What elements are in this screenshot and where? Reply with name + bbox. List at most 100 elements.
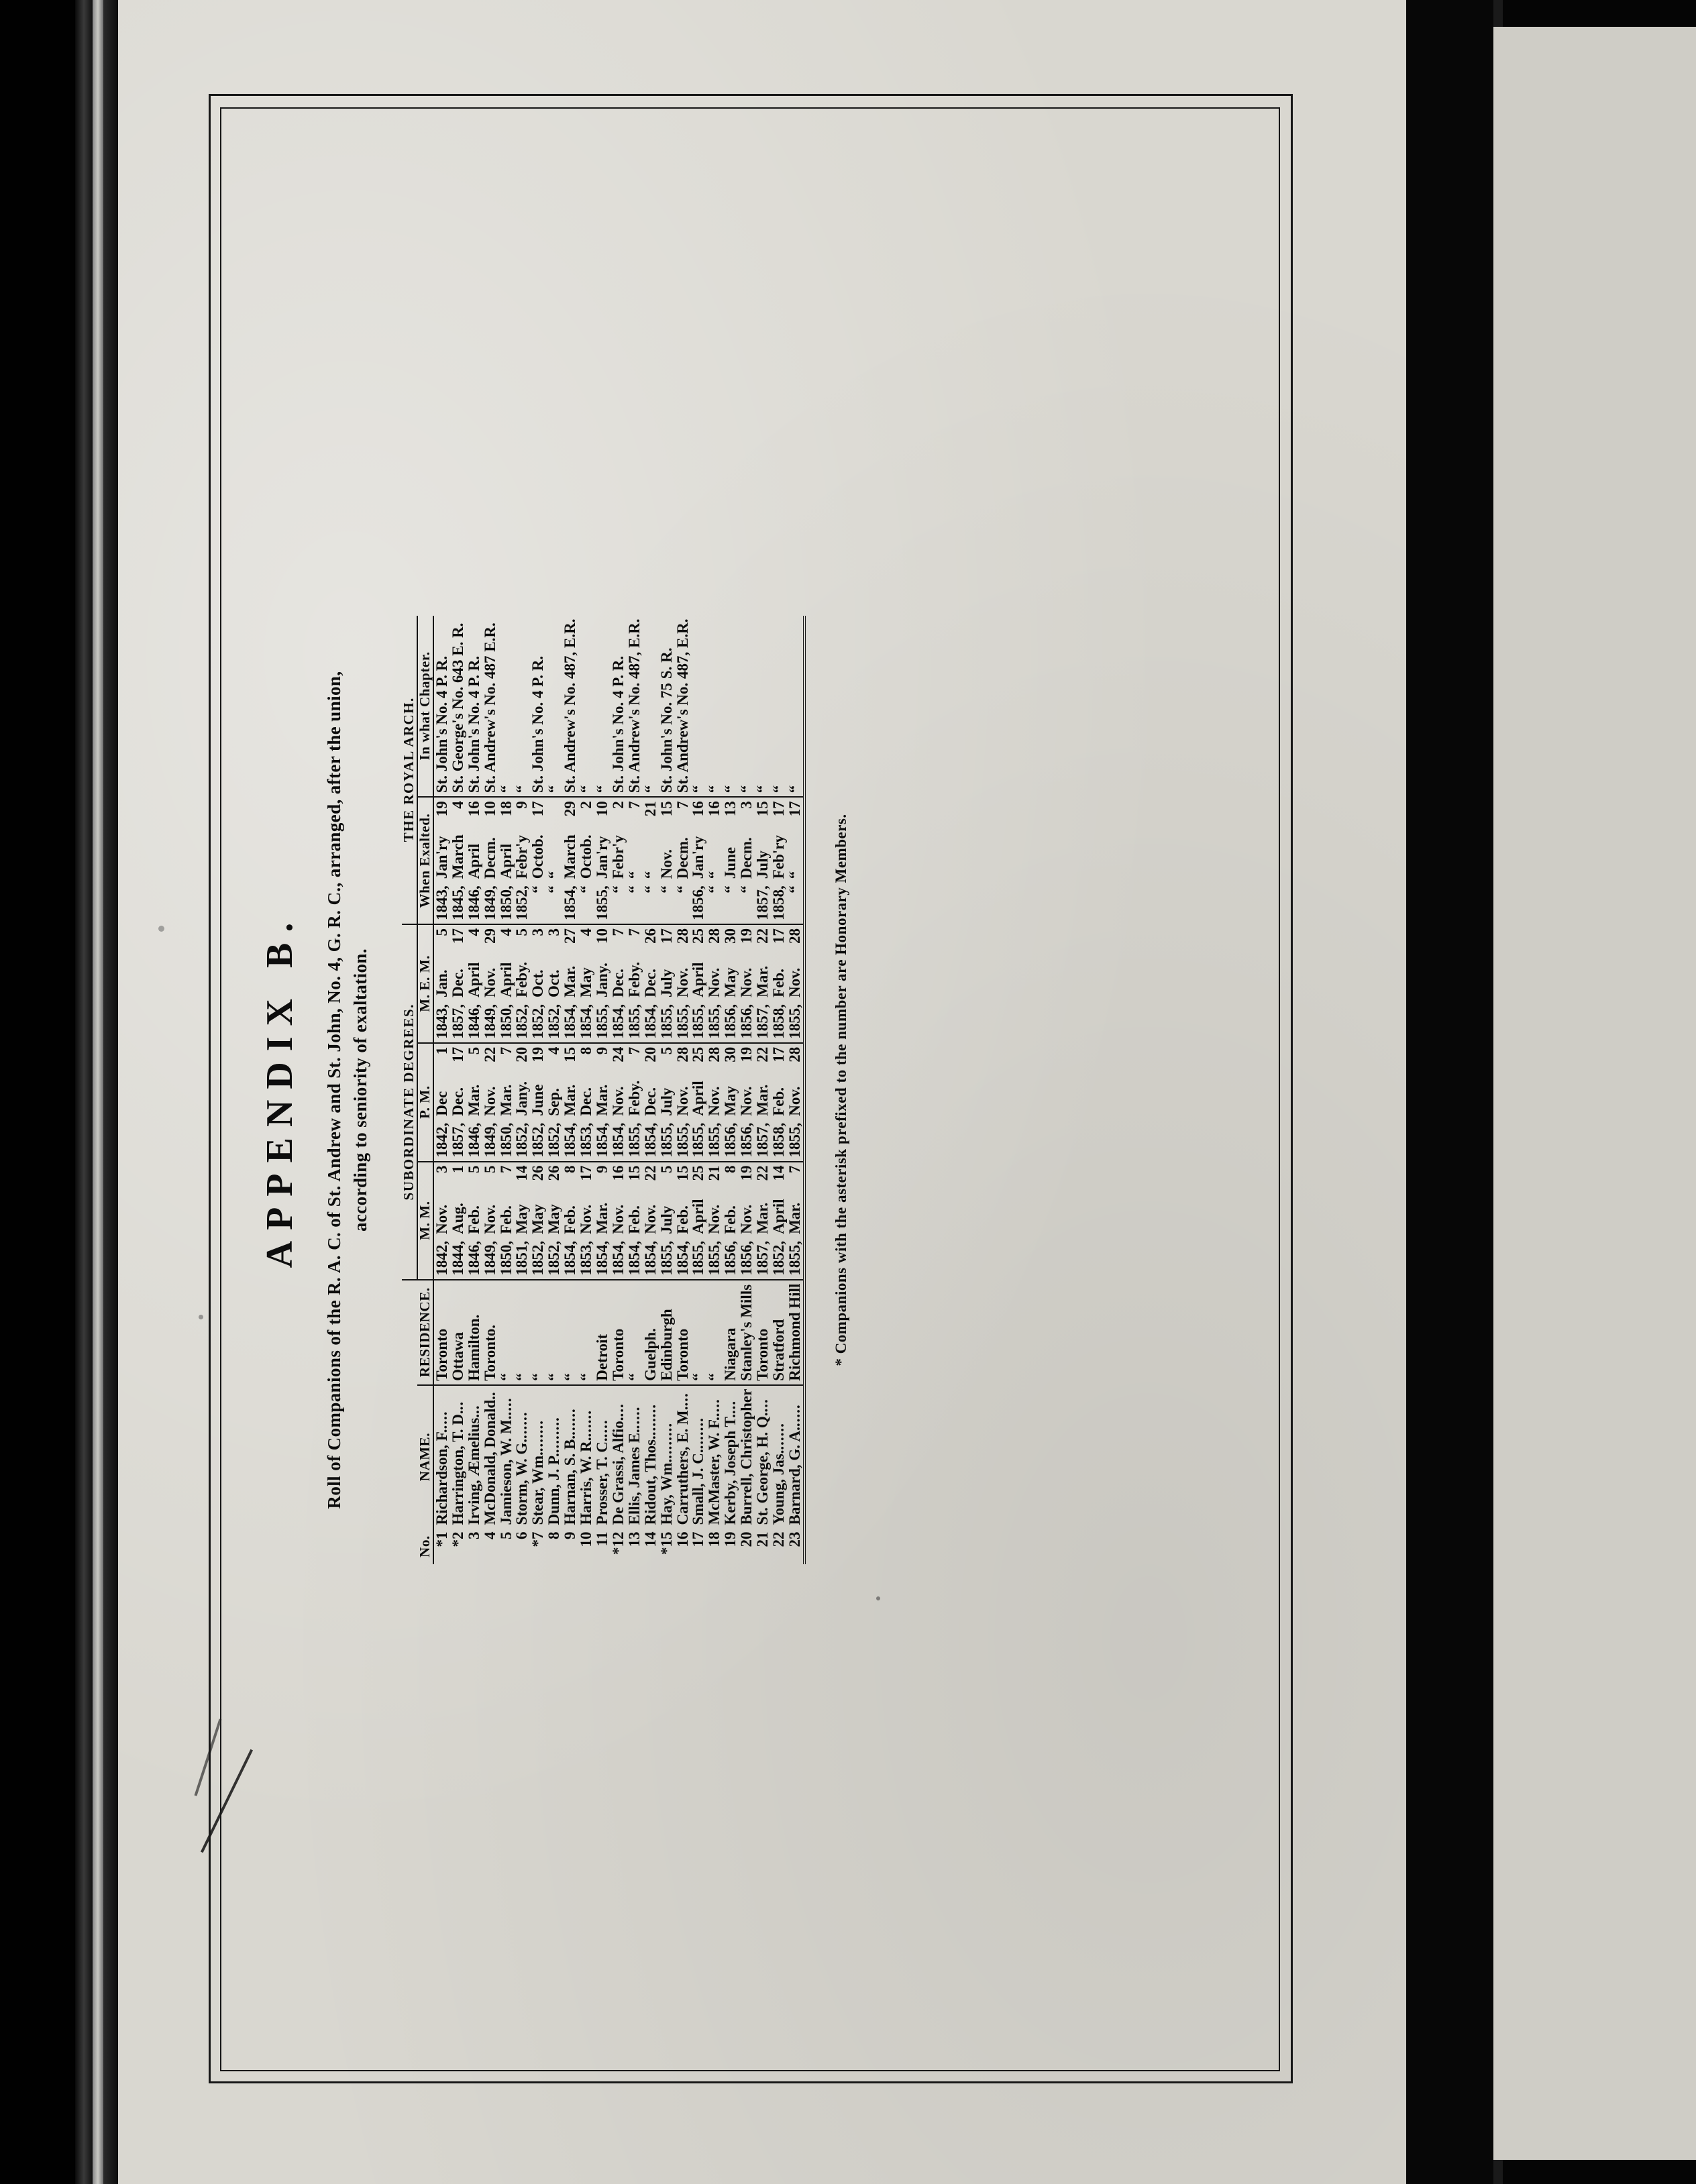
cell-no: 8 — [545, 1531, 563, 1539]
leader-dots: ...... — [562, 1408, 579, 1435]
cell-pm-year: 1854, — [594, 1119, 611, 1162]
cell-mem-day: 3 — [529, 928, 547, 936]
cell-chapter: “ — [578, 615, 594, 798]
cell-chapter: St. John's No. 75 S. R. — [658, 615, 675, 798]
cell-exalted-day: 7 — [674, 801, 691, 809]
cell-pm-day: 8 — [578, 1046, 595, 1055]
cell-exalted-month: Decm. — [481, 837, 498, 879]
cell-no: 13 — [625, 1531, 643, 1547]
cell-exalted-year: “ — [626, 882, 643, 924]
book-gutter-shadow — [75, 0, 93, 2184]
cell-exalted-day: 17 — [770, 801, 787, 817]
cell-chapter: “ — [722, 615, 739, 798]
leader-dots: ........ — [545, 1417, 563, 1454]
cell-pm-day: 28 — [706, 1046, 723, 1062]
cell-mem-year: 1854, — [578, 1000, 594, 1043]
cell-mm-year: 1852, — [529, 1237, 546, 1280]
cell-mm-month: Feb. — [674, 1205, 691, 1234]
cell-no: *7 — [529, 1531, 547, 1547]
cell-pm-day: 15 — [562, 1046, 579, 1062]
table-row: 9 Harnan, S. B....... “1854, Feb. 8 1854, Mar.… — [562, 615, 579, 1565]
cell-mm-month: May — [513, 1204, 531, 1234]
cell-mm-year: 1853, — [578, 1237, 594, 1280]
cell-mem-day: 3 — [545, 928, 563, 936]
cell-exalted-month: “ — [641, 871, 659, 879]
cell-mem-month: July — [657, 969, 675, 997]
table-row: 18 McMaster, W. F..... “1855, Nov. 21 1855, No… — [706, 615, 723, 1565]
cell-chapter: “ — [706, 615, 723, 798]
cell-mem-year: 1854, — [562, 1000, 578, 1043]
cell-mm-day: 3 — [433, 1165, 450, 1174]
cell-pm-day: 22 — [481, 1046, 498, 1062]
table-row: *15 Hay, Wm......... Edinburgh 1855, July 5 18… — [657, 615, 675, 1565]
cell-name: McMaster, W. F..... — [706, 1399, 723, 1525]
cell-no: 10 — [578, 1531, 595, 1547]
cell-no: 3 — [465, 1531, 482, 1539]
leader-dots: ..... — [625, 1406, 643, 1429]
table-row: 21 St. George, H. Q.... Toronto 1857, Mar. 22… — [754, 615, 772, 1565]
cell-exalted-month: July — [754, 851, 772, 879]
header-column-row: No. NAME. RESIDENCE. M. M. P. M. M. E. M… — [417, 615, 433, 1565]
cell-mem-day: 17 — [449, 928, 466, 944]
header-group-row: SUBORDINATE DEGREES. THE ROYAL ARCH. — [401, 615, 418, 1565]
cell-exalted-year: 1858, — [770, 882, 787, 924]
cell-pm-year: 1855, — [786, 1119, 804, 1162]
cell-mem-year: 1854, — [642, 1000, 659, 1043]
cell-no: *12 — [609, 1531, 627, 1555]
cell-exalted-year: “ — [738, 882, 755, 924]
cell-pm-year: 1852, — [513, 1119, 530, 1162]
facing-page — [1493, 27, 1696, 2160]
cell-no: *15 — [657, 1531, 675, 1555]
cell-pm-year: 1855, — [658, 1119, 675, 1162]
cell-pm-day: 20 — [641, 1046, 659, 1062]
cell-pm-year: 1855, — [706, 1119, 723, 1162]
cell-mm-day: 16 — [609, 1165, 627, 1181]
cell-residence: “ — [562, 1279, 578, 1385]
cell-mm-month: Feb. — [465, 1205, 482, 1234]
cell-exalted-day: 2 — [578, 801, 595, 809]
cell-mm-month: April — [770, 1199, 787, 1234]
leader-dots: ...... — [770, 1423, 787, 1450]
cell-pm-day: 17 — [770, 1046, 787, 1062]
cell-exalted-month: Nov. — [657, 849, 675, 879]
cell-exalted-month: “ — [625, 871, 643, 879]
cell-exalted-month: Febr'y — [609, 835, 627, 879]
cell-no: 17 — [690, 1531, 707, 1547]
cell-exalted-month: “ — [545, 871, 563, 879]
leader-dots: .... — [497, 1397, 515, 1416]
leader-dots: ...... — [578, 1409, 595, 1437]
cell-chapter: St. John's No. 4 P. R. — [466, 615, 482, 798]
cell-mem-month: May — [722, 967, 739, 997]
cell-exalted-month: April — [465, 843, 482, 879]
cell-exalted-day: 17 — [786, 801, 803, 817]
leader-dots: ....... — [690, 1417, 707, 1450]
cell-chapter: “ — [498, 615, 515, 798]
cell-pm-year: 1855, — [674, 1119, 691, 1162]
cell-pm-month: Nov. — [674, 1086, 691, 1116]
cell-pm-day: 19 — [529, 1046, 547, 1062]
cell-mm-day: 5 — [657, 1165, 675, 1174]
cell-pm-month: Nov. — [738, 1086, 755, 1116]
scan-right-gap — [1406, 0, 1493, 2184]
cell-exalted-year: “ — [658, 882, 675, 924]
cell-pm-month: May — [722, 1086, 739, 1116]
cell-exalted-year: “ — [642, 882, 659, 924]
footnote: * Companions with the asterisk prefixed … — [832, 814, 849, 1366]
cell-pm-year: 1857, — [449, 1119, 466, 1162]
cell-mem-month: Dec. — [449, 969, 466, 997]
leader-dots: .. — [449, 1401, 466, 1411]
cell-pm-year: 1846, — [466, 1119, 482, 1162]
cell-name: Stear, Wm........ — [529, 1419, 547, 1525]
cell-residence: “ — [690, 1279, 706, 1385]
cell-mem-year: 1855, — [674, 1000, 691, 1043]
page-title: APPENDIX B. — [259, 912, 301, 1268]
cell-mem-year: 1857, — [754, 1000, 771, 1043]
cell-pm-day: 28 — [674, 1046, 691, 1062]
cell-residence: Stanley's Mills — [738, 1279, 755, 1385]
cell-mem-day: 4 — [497, 928, 515, 936]
table-row: *12 De Grassi, Alfio.... Toronto 1854, Nov. 1… — [609, 615, 627, 1565]
leader-dots: ....... — [529, 1419, 547, 1452]
cell-mem-year: 1857, — [449, 1000, 466, 1043]
cell-chapter: St. Andrew's No. 487, E.R. — [674, 615, 691, 798]
cell-exalted-year: 1846, — [466, 882, 482, 924]
